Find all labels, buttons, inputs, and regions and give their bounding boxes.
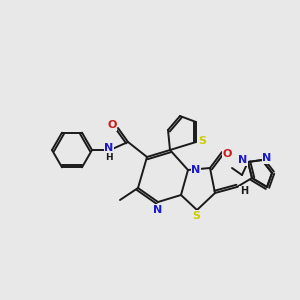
Text: O: O <box>222 149 232 159</box>
Text: N: N <box>238 155 247 165</box>
Text: N: N <box>191 165 201 175</box>
Text: N: N <box>104 143 114 153</box>
Text: O: O <box>107 120 117 130</box>
Text: N: N <box>153 205 163 215</box>
Text: H: H <box>105 152 113 161</box>
Text: S: S <box>198 136 206 146</box>
Text: S: S <box>192 211 200 221</box>
Text: N: N <box>262 153 272 163</box>
Text: H: H <box>240 186 248 196</box>
